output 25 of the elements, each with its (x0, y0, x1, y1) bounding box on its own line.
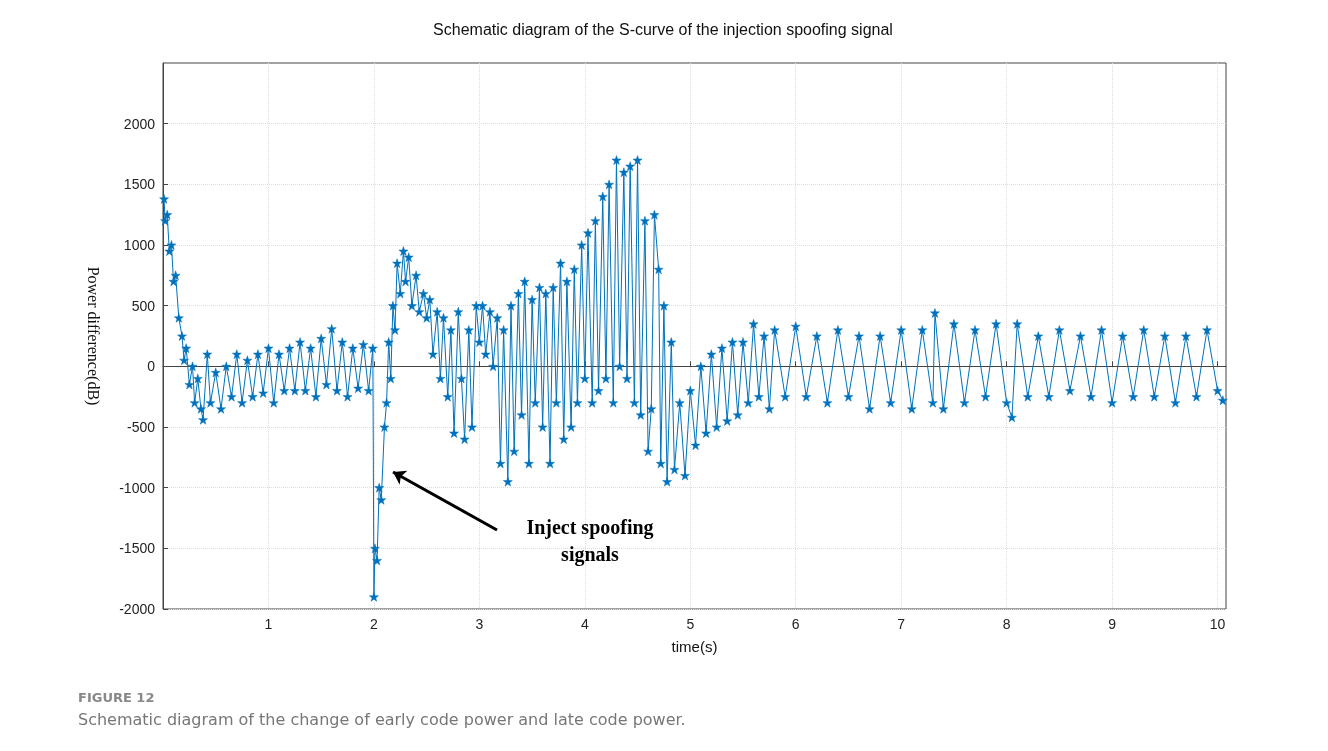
x-tick-label: 4 (580, 616, 589, 632)
x-tick-label: 10 (1209, 616, 1226, 632)
y-tick-label: 1000 (123, 237, 156, 253)
x-tick-label: 6 (791, 616, 800, 632)
y-tick-label: -500 (126, 419, 156, 435)
y-tick-label: -1500 (119, 540, 156, 557)
y-tick-label: 0 (147, 358, 156, 375)
caption: FIGURE 12 (78, 690, 155, 705)
x-tick-label: 1 (264, 616, 273, 632)
y-tick-label: -1000 (119, 479, 156, 496)
chart-title: Schematic diagram of the S-curve of the injection spoofing signal (433, 20, 893, 38)
x-tick-label: 8 (1002, 616, 1011, 632)
annotation: Inject spoofing signals (526, 515, 654, 566)
y-tick-label: 500 (131, 297, 156, 314)
text: Schematic diagram of the change of early code power and late code power. (78, 709, 686, 729)
y-tick-label: 2000 (123, 115, 156, 132)
x-tick-label: 2 (370, 616, 379, 632)
y-tick-label: 1500 (123, 176, 156, 193)
x-tick-label: 7 (897, 616, 906, 632)
x-axis-title: time(s) (671, 638, 718, 655)
x-tick-label: 9 (1108, 616, 1117, 632)
y-tick-label: -2000 (119, 601, 156, 617)
y-axis-title: Power difference(dB) (83, 266, 102, 406)
x-tick-label: 5 (686, 616, 695, 632)
x-tick-label: 3 (475, 616, 484, 632)
